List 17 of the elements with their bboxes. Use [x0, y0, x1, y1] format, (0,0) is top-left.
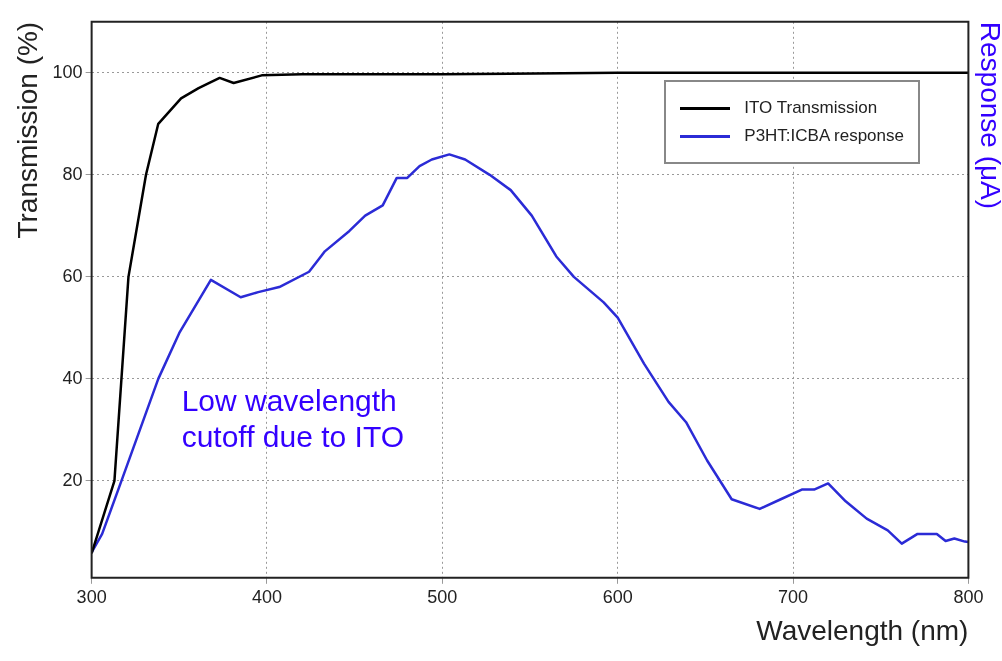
y-tick-label: 80: [62, 163, 83, 184]
y2-axis-title: Response (μA): [975, 21, 1002, 210]
legend-label: P3HT:ICBA response: [744, 126, 904, 146]
y-axis-title: Transmission (%): [11, 21, 43, 239]
y-tick-label: 20: [62, 469, 83, 490]
x-tick-label: 800: [953, 586, 984, 607]
y-tick-label: 60: [62, 265, 83, 286]
x-tick-label: 500: [427, 586, 458, 607]
x-tick-label: 700: [778, 586, 809, 607]
x-tick-label: 300: [76, 586, 107, 607]
x-tick-label: 400: [251, 586, 283, 607]
x-axis-title: Wavelength (nm): [756, 614, 969, 646]
x-tick-label: 600: [602, 586, 633, 607]
annotation: Low wavelength cutoff due to ITO: [181, 384, 405, 453]
y-tick-label: 40: [62, 367, 83, 388]
legend-label: ITO Transmission: [744, 98, 878, 118]
y-tick-label: 100: [52, 61, 83, 82]
